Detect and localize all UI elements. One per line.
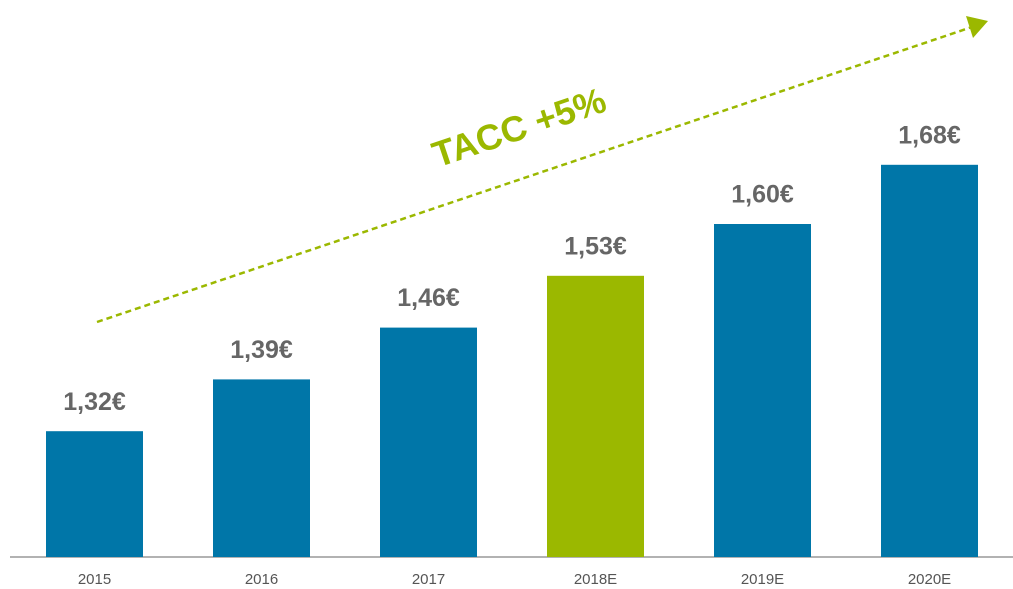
- bar: [714, 224, 811, 557]
- x-tick-label: 2018E: [574, 571, 617, 588]
- bar: [881, 164, 978, 558]
- bar: [46, 431, 143, 557]
- x-tick-label: 2015: [78, 571, 111, 588]
- trend-arrow: [96, 25, 973, 324]
- value-label: 1,68€: [898, 121, 961, 149]
- x-tick-label: 2020E: [908, 571, 951, 588]
- arrow-head: [966, 16, 988, 38]
- bar: [547, 275, 644, 557]
- x-tick-label: 2019E: [741, 571, 784, 588]
- bar: [380, 327, 477, 557]
- value-label: 1,46€: [397, 284, 460, 312]
- x-tick-label: 2016: [245, 571, 278, 588]
- bar: [213, 379, 310, 557]
- value-label: 1,60€: [731, 181, 794, 209]
- value-label: 1,39€: [230, 336, 293, 364]
- annotation: TACC +5%: [427, 79, 611, 175]
- value-label: 1,32€: [63, 388, 126, 416]
- value-label: 1,53€: [564, 232, 627, 260]
- x-tick-label: 2017: [412, 571, 445, 588]
